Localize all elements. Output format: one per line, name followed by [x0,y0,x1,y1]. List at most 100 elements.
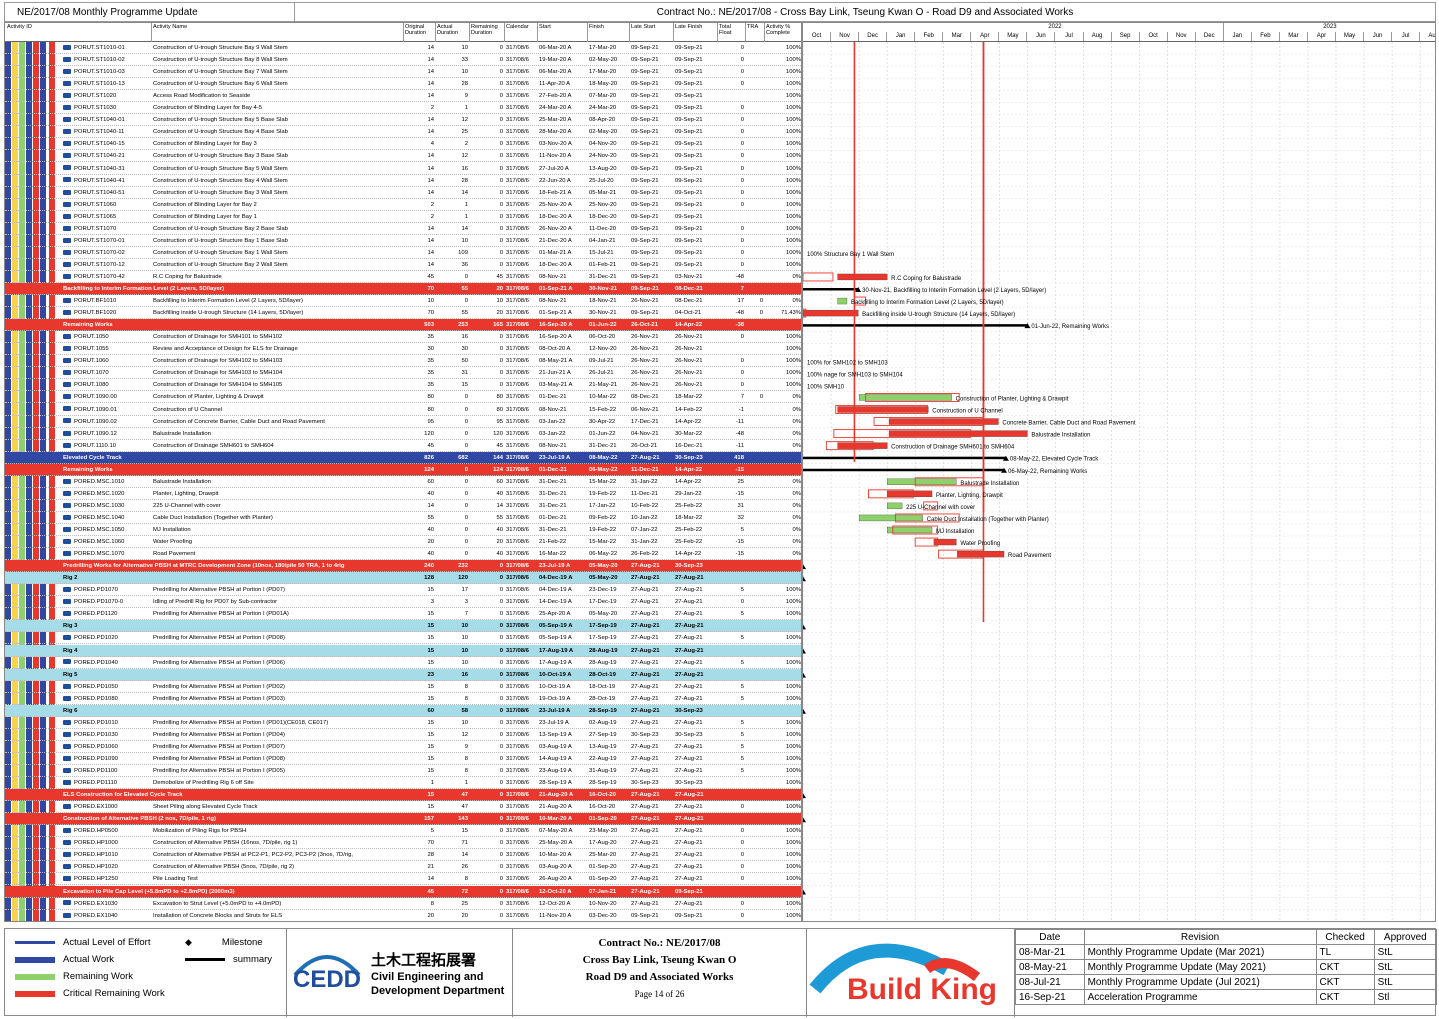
table-row[interactable]: PORUT.ST1010-02 Construction of U-trough … [5,54,801,67]
actual-duration: 0 [464,478,468,485]
legend: Actual Level of Effort Actual Work Remai… [5,929,287,1017]
table-row[interactable]: PORED.HP0500 Mobilization of Piling Rigs … [5,825,801,838]
table-row[interactable]: PORUT.1090.12 Balustrade Installation 120 0… [5,428,801,440]
table-row[interactable]: PORED.MSC.1010 Balustrade Installation 60 0… [5,476,801,488]
table-row[interactable]: PORUT.BF1010 Backfilling to Interim Forma… [5,295,801,308]
table-row[interactable]: PORUT.ST1065 Construction of Blinding Lay… [5,211,801,223]
wbs-group-row[interactable]: Rig 6 60 58 0 317/08/6 23-Jul-19 A 28-Sep-19 27… [5,704,801,717]
table-row[interactable]: PORED.PD1080 Predrilling for Alternative … [5,693,801,705]
table-row[interactable]: PORUT.1050 Construction of Drainage for S… [5,331,801,344]
wbs-group-row[interactable]: ELS Construction for Elevated Cycle Trac… [5,789,801,802]
table-row[interactable]: PORUT.ST1010-01 Construction of U-trough … [5,42,801,54]
actual-duration: 1 [464,213,468,220]
late-finish: 30-Sep-23 [675,780,703,787]
table-row[interactable]: PORED.PD1030 Predrilling for Alternative … [5,729,801,741]
table-row[interactable]: PORED.HP1000 Construction of Alternative … [5,837,801,850]
table-row[interactable]: PORUT.ST1010-03 Construction of U-trough … [5,66,801,79]
table-row[interactable]: PORED.HP1250 Pile Loading Test 14 8 0 317/08/… [5,873,801,886]
table-row[interactable]: PORUT.ST1030 Construction of Blinding Lay… [5,102,801,115]
table-row[interactable]: PORUT.ST1070-02 Construction of U-trough … [5,247,801,259]
table-row[interactable]: PORED.EX1030 Excavation to Strut Level (+… [5,898,801,910]
table-row[interactable]: PORUT.ST1070-42 R.C Coping for Balustrade… [5,271,801,283]
table-row[interactable]: PORED.PD1020 Predrilling for Alternative … [5,632,801,645]
actual-duration: 12 [461,153,468,160]
original-duration: 120 [424,430,434,437]
wbs-group-row[interactable]: Rig 4 15 10 0 317/08/6 17-Aug-19 A 28-Aug-19 27… [5,644,801,657]
table-row[interactable]: PORED.MSC.1050 MJ Installation 40 0 40 317/08… [5,524,801,536]
wbs-group-row[interactable]: Construction of Alternative PBSH (2 nos,… [5,813,801,826]
table-row[interactable]: PORED.MSC.1030 225 U-Channel with cover 14… [5,500,801,512]
table-row[interactable]: PORED.MSC.1040 Cable Duct Installation (T… [5,512,801,524]
table-row[interactable]: PORUT.1090.01 Construction of U Channel 80… [5,404,801,416]
wbs-group-row[interactable]: Backfilling to Interim Formation Level (… [5,283,801,295]
actual-duration: 14 [461,852,468,859]
wbs-group-row[interactable]: Rig 5 23 16 0 317/08/6 10-Oct-19 A 28-Oct-19 27… [5,668,801,681]
table-row[interactable]: PORUT.1070 Construction of Drainage for S… [5,367,801,380]
table-row[interactable]: PORED.PD1060 Predrilling for Alternative … [5,741,801,753]
table-row[interactable]: PORUT.1080 Construction of Drainage for S… [5,379,801,392]
table-row[interactable]: PORUT.ST1040-11 Construction of U-trough … [5,126,801,139]
table-row[interactable]: PORUT.BF1020 Backfilling inside U-trough … [5,307,801,320]
original-duration: 35 [427,358,434,365]
percent-complete: 100% [785,587,801,594]
finish-date: 11-Dec-20 [589,225,617,232]
total-float: 0 [740,153,744,160]
activity-id: PORED.PD1120 [63,608,151,620]
table-row[interactable]: PORUT.ST1070 Construction of U-trough Str… [5,223,801,235]
table-row[interactable]: PORED.PD1110 Demobolize of Predrilling Ri… [5,777,801,790]
actual-duration: 0 [464,273,468,280]
table-row[interactable]: PORUT.ST1010-13 Construction of U-trough … [5,78,801,91]
table-row[interactable]: PORED.PD1040 Predrilling for Alternative … [5,657,801,669]
start-date: 12-Oct-20 A [539,900,571,907]
table-row[interactable]: PORUT.1060 Construction of Drainage for S… [5,355,801,368]
table-row[interactable]: PORED.PD1010 Predrilling for Alternative … [5,717,801,729]
table-row[interactable]: PORUT.ST1040-51 Construction of U-trough … [5,187,801,199]
activity-name: Elevated Cycle Track [63,454,122,461]
table-row[interactable]: PORUT.ST1040-31 Construction of U-trough … [5,163,801,175]
table-row[interactable]: PORUT.1090.02 Construction of Concrete Ba… [5,416,801,428]
table-row[interactable]: PORED.EX1000 Sheet Piling along Elevated … [5,801,801,814]
wbs-group-row[interactable]: Elevated Cycle Track 826 682 144 317/08/6 23-… [5,451,801,464]
table-row[interactable]: PORUT.ST1070-12 Construction of U-trough … [5,259,801,271]
table-row[interactable]: PORED.HP1020 Construction of Alternative … [5,861,801,874]
actual-duration: 120 [458,575,468,582]
table-row[interactable]: PORED.MSC.1020 Planter, Lighting, Drawpit… [5,488,801,500]
table-row[interactable]: PORUT.1090.00 Construction of Planter, Li… [5,391,801,404]
table-row[interactable]: PORED.HP1010 Construction of Alternative … [5,849,801,862]
wbs-group-row[interactable]: Remaining Works 124 0 124 317/08/6 01-Dec-21 0… [5,463,801,476]
table-row[interactable]: PORUT.ST1040-41 Construction of U-trough … [5,175,801,187]
table-row[interactable]: PORUT.ST1070-01 Construction of U-trough … [5,235,801,247]
table-row[interactable]: PORUT.ST1040-21 Construction of U-trough … [5,150,801,163]
wbs-group-row[interactable]: Rig 3 15 10 0 317/08/6 05-Sep-19 A 17-Sep-19 27… [5,620,801,633]
table-row[interactable]: PORED.MSC.1070 Road Pavement 40 0 40 317/08/6… [5,548,801,561]
original-duration: 14 [427,502,434,509]
task-icon [63,755,71,761]
start-date: 23-Aug-19 A [539,768,572,774]
table-row[interactable]: PORED.PD1070-0 Idling of Predrill Rig for… [5,596,801,609]
late-start: 10-Feb-22 [631,502,659,509]
activity-name: Construction of U-trough Structure Bay 6… [153,81,288,88]
table-row[interactable]: PORED.PD1120 Predrilling for Alternative … [5,608,801,621]
wbs-group-row[interactable]: Rig 2 128 120 0 317/08/6 04-Dec-19 A 05-May-20… [5,572,801,585]
table-row[interactable]: PORED.PD1100 Predrilling for Alternative … [5,765,801,777]
table-row[interactable]: PORED.EX1040 Installation of Concrete Blo… [5,910,801,921]
table-row[interactable]: PORED.MSC.1060 Water Proofing 20 0 20 317/08/… [5,536,801,549]
start-date: 08-Nov-21 [539,442,567,449]
calendar: 317/08/6 [506,201,529,208]
remaining-duration: 0 [499,225,503,232]
wbs-group-row[interactable]: Excavation to Pile Cap Level (+5.8mPD to… [5,885,801,898]
table-row[interactable]: PORUT.ST1040-01 Construction of U-trough … [5,114,801,127]
table-row[interactable]: PORUT.1110.10 Construction of Drainage SM… [5,440,801,452]
table-row[interactable]: PORUT.ST1020 Access Road Modification to … [5,90,801,103]
table-row[interactable]: PORED.PD1050 Predrilling for Alternative … [5,681,801,693]
table-row[interactable]: PORUT.ST1040-15 Construction of Blinding … [5,138,801,151]
table-row[interactable]: PORED.PD1090 Predrilling for Alternative … [5,753,801,765]
table-row[interactable]: PORED.PD1070 Predrilling for Alternative … [5,584,801,597]
wbs-group-row[interactable]: Remaining Works 503 253 165 317/08/6 16-Sep-2… [5,319,801,332]
table-row[interactable]: PORUT.ST1060 Construction of Blinding Lay… [5,199,801,211]
table-row[interactable]: PORUT.1055 Review and Acceptance of Desig… [5,343,801,356]
activity-bar [887,526,933,534]
late-finish: 27-Aug-21 [675,804,703,811]
wbs-group-row[interactable]: Predrilling Works for Alternative PBSH a… [5,560,801,573]
tra [747,693,763,705]
